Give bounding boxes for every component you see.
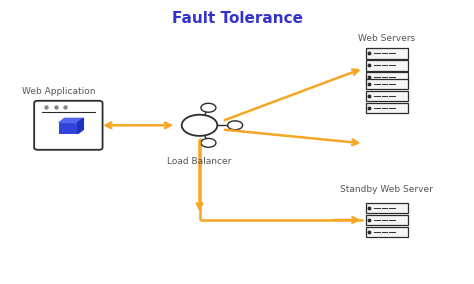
- Circle shape: [201, 103, 216, 112]
- Text: Fault Tolerance: Fault Tolerance: [172, 11, 302, 26]
- FancyBboxPatch shape: [59, 122, 78, 134]
- FancyBboxPatch shape: [366, 227, 408, 237]
- FancyBboxPatch shape: [366, 215, 408, 225]
- FancyBboxPatch shape: [366, 203, 408, 213]
- FancyBboxPatch shape: [366, 103, 408, 113]
- Text: Load Balancer: Load Balancer: [167, 157, 232, 166]
- Text: Web Application: Web Application: [22, 87, 96, 96]
- Polygon shape: [78, 118, 83, 134]
- FancyBboxPatch shape: [366, 79, 408, 89]
- Polygon shape: [59, 118, 83, 122]
- Circle shape: [182, 115, 217, 136]
- Circle shape: [201, 138, 216, 147]
- FancyBboxPatch shape: [366, 72, 408, 83]
- FancyBboxPatch shape: [366, 91, 408, 101]
- Text: Standby Web Server: Standby Web Server: [340, 185, 433, 193]
- FancyBboxPatch shape: [366, 60, 408, 71]
- Text: Web Servers: Web Servers: [358, 34, 416, 43]
- FancyBboxPatch shape: [34, 101, 102, 150]
- FancyBboxPatch shape: [366, 48, 408, 59]
- Circle shape: [228, 121, 243, 130]
